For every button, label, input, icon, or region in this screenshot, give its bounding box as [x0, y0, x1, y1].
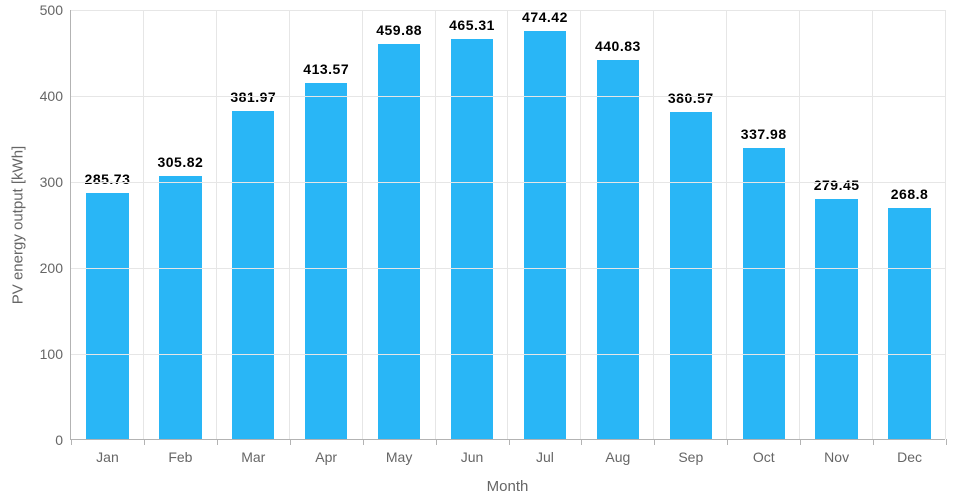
x-tick-label: Mar [241, 439, 265, 465]
x-tick-mark [71, 439, 72, 445]
x-tick-mark [727, 439, 728, 445]
bar-value-label: 440.83 [595, 38, 641, 54]
x-tick-mark [217, 439, 218, 445]
y-tick-label: 200 [40, 260, 71, 276]
grid-line [71, 10, 945, 11]
x-tick-mark [946, 439, 947, 445]
bar [451, 39, 493, 439]
x-tick-label: Jul [536, 439, 554, 465]
bar [524, 31, 566, 439]
x-tick-label: Nov [824, 439, 849, 465]
bar [670, 112, 712, 439]
x-tick-label: Sep [678, 439, 703, 465]
x-tick-label: May [386, 439, 412, 465]
bar [815, 199, 857, 439]
grid-line [71, 96, 945, 97]
x-axis-title: Month [487, 478, 529, 495]
bars-container: 285.73305.82381.97413.57459.88465.31474.… [71, 10, 945, 439]
x-tick-mark [800, 439, 801, 445]
bar [86, 193, 128, 439]
y-tick-label: 300 [40, 174, 71, 190]
bar-value-label: 474.42 [522, 9, 568, 25]
y-tick-label: 100 [40, 346, 71, 362]
x-tick-label: Jun [461, 439, 484, 465]
x-tick-mark [581, 439, 582, 445]
bar [743, 148, 785, 439]
x-tick-mark [873, 439, 874, 445]
bar [597, 60, 639, 439]
x-tick-label: Dec [897, 439, 922, 465]
y-tick-label: 500 [40, 2, 71, 18]
bar-value-label: 337.98 [741, 126, 787, 142]
y-tick-label: 0 [55, 432, 71, 448]
bar [159, 176, 201, 439]
bar-value-label: 465.31 [449, 17, 495, 33]
x-tick-mark [144, 439, 145, 445]
y-axis-title: PV energy output [kWh] [10, 146, 27, 304]
x-tick-mark [509, 439, 510, 445]
grid-line [71, 182, 945, 183]
pv-energy-chart: 285.73305.82381.97413.57459.88465.31474.… [0, 0, 957, 500]
x-tick-label: Aug [605, 439, 630, 465]
y-tick-label: 400 [40, 88, 71, 104]
x-tick-label: Feb [168, 439, 192, 465]
x-tick-label: Oct [753, 439, 775, 465]
x-tick-mark [436, 439, 437, 445]
bar [305, 83, 347, 439]
plot-area: 285.73305.82381.97413.57459.88465.31474.… [70, 10, 945, 440]
x-tick-mark [363, 439, 364, 445]
bar-value-label: 459.88 [376, 22, 422, 38]
bar-value-label: 279.45 [814, 177, 860, 193]
x-tick-mark [654, 439, 655, 445]
bar-value-label: 305.82 [157, 154, 203, 170]
bar-value-label: 285.73 [85, 171, 131, 187]
x-tick-label: Jan [96, 439, 119, 465]
bar-value-label: 380.57 [668, 90, 714, 106]
grid-line [71, 354, 945, 355]
x-tick-label: Apr [315, 439, 337, 465]
bar [378, 44, 420, 439]
x-tick-mark [290, 439, 291, 445]
bar-value-label: 413.57 [303, 61, 349, 77]
bar [232, 111, 274, 439]
bar-value-label: 268.8 [891, 186, 929, 202]
bar [888, 208, 930, 439]
grid-line [71, 268, 945, 269]
